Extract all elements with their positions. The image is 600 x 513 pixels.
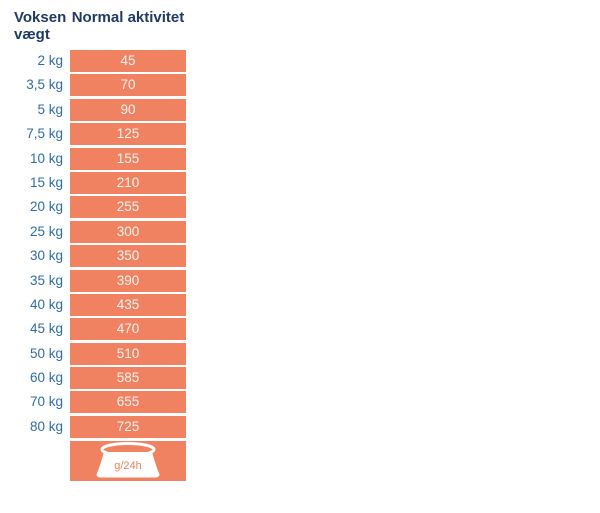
amount-cell: 90 (70, 98, 186, 121)
amount-cell: 725 (70, 415, 186, 438)
amount-cell: 470 (70, 318, 186, 341)
amount-cell: 70 (70, 74, 186, 97)
table-row: 50 kg 510 (0, 342, 186, 365)
amount-cell: 125 (70, 123, 186, 146)
unit-cell: g/24h (70, 440, 186, 481)
weight-cell: 10 kg (29, 150, 63, 166)
activity-column-header: Normal aktivitet (71, 9, 185, 26)
table-row: 45 kg 470 (0, 318, 186, 341)
weight-cell: 5 kg (37, 101, 63, 117)
table-row: 40 kg 435 (0, 293, 186, 316)
amount-cell: 155 (70, 147, 186, 170)
amount-cell: 300 (70, 220, 186, 243)
weight-cell: 50 kg (29, 345, 63, 361)
table-row: 10 kg 155 (0, 147, 186, 170)
unit-label: g/24h (114, 460, 142, 472)
weight-cell: 3,5 kg (26, 77, 63, 93)
weight-cell: 30 kg (29, 248, 63, 264)
table-row: 3,5 kg 70 (0, 74, 186, 97)
unit-row-spacer (0, 441, 64, 481)
table-row: 70 kg 655 (0, 391, 186, 414)
weight-cell: 7,5 kg (26, 126, 63, 142)
weight-cell: 60 kg (29, 370, 63, 386)
dog-bowl-icon: g/24h (96, 441, 160, 478)
unit-row: g/24h (0, 440, 186, 481)
amount-cell: 350 (70, 245, 186, 268)
weight-cell: 2 kg (37, 53, 63, 68)
table-row: 80 kg 725 (0, 415, 186, 438)
weight-cell: 40 kg (29, 296, 63, 312)
table-row: 7,5 kg 125 (0, 123, 186, 146)
weight-cell: 70 kg (29, 394, 63, 410)
weight-cell: 15 kg (29, 174, 63, 190)
table-rows: 2 kg 45 3,5 kg 70 5 kg 90 7,5 kg 125 10 … (0, 50, 186, 438)
weight-column-header: Voksen vægt (14, 9, 67, 43)
table-row: 35 kg 390 (0, 269, 186, 292)
table-row: 25 kg 300 (0, 220, 186, 243)
table-row: 20 kg 255 (0, 196, 186, 219)
table-row: 30 kg 350 (0, 245, 186, 268)
table-header: Voksen vægt Normal aktivitet (0, 9, 186, 43)
table-row: 2 kg 45 (0, 50, 186, 72)
amount-cell: 390 (70, 269, 186, 292)
weight-cell: 80 kg (29, 418, 63, 434)
amount-cell: 45 (70, 50, 186, 72)
table-row: 60 kg 585 (0, 367, 186, 390)
amount-cell: 655 (70, 391, 186, 414)
table-row: 5 kg 90 (0, 98, 186, 121)
weight-cell: 35 kg (29, 272, 63, 288)
weight-cell: 45 kg (29, 321, 63, 337)
feeding-table: Voksen vægt Normal aktivitet 2 kg 45 3,5… (0, 0, 186, 481)
amount-cell: 255 (70, 196, 186, 219)
amount-cell: 585 (70, 367, 186, 390)
amount-cell: 210 (70, 171, 186, 194)
amount-cell: 510 (70, 342, 186, 365)
weight-cell: 20 kg (29, 199, 63, 215)
amount-cell: 435 (70, 293, 186, 316)
weight-cell: 25 kg (29, 223, 63, 239)
table-row: 15 kg 210 (0, 171, 186, 194)
